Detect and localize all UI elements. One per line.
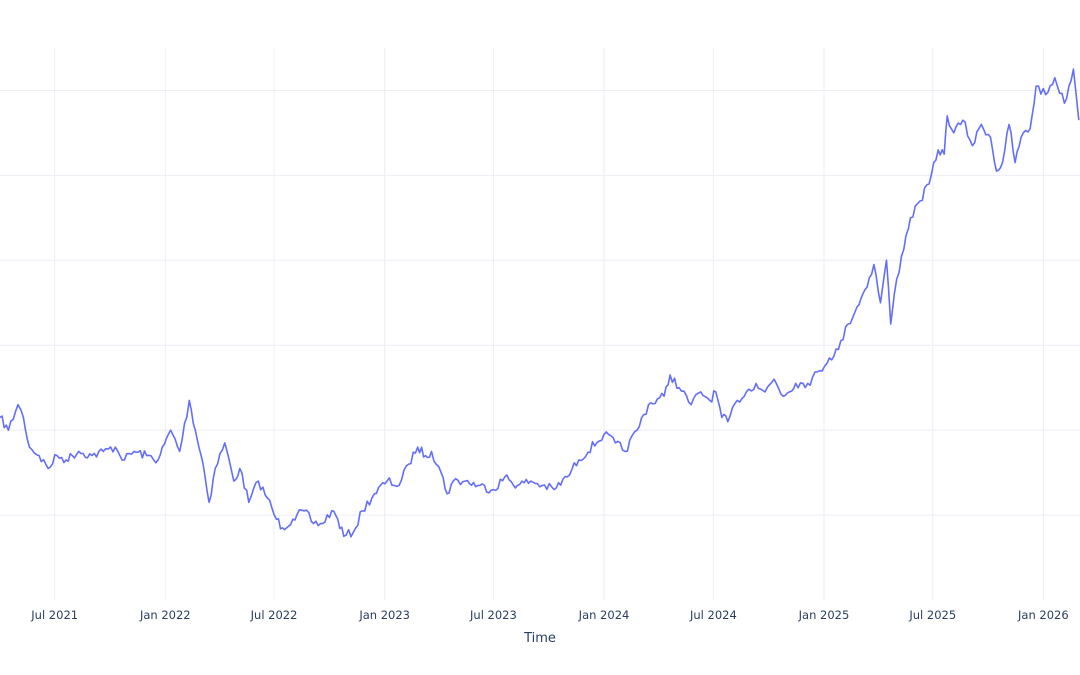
x-tick-label: Jan 2023 [358,608,410,622]
x-tick-label: Jan 2025 [798,608,850,622]
x-axis: Jul 2021 Jan 2022 Jul 2022 Jan 2023 Jul 2023… [30,608,1068,622]
x-tick-label: Jan 2022 [139,608,191,622]
x-axis-title: Time [523,631,556,646]
x-tick-label: Jul 2021 [30,608,78,622]
series-line [0,68,1080,538]
x-tick-label: Jul 2022 [250,608,298,622]
x-tick-label: Jan 2026 [1017,608,1069,622]
x-tick-label: Jul 2025 [908,608,956,622]
x-tick-label: Jul 2023 [469,608,517,622]
x-tick-label: Jan 2024 [578,608,630,622]
x-tick-label: Jul 2024 [689,608,737,622]
grid [0,48,1080,600]
series-layer [0,68,1080,538]
